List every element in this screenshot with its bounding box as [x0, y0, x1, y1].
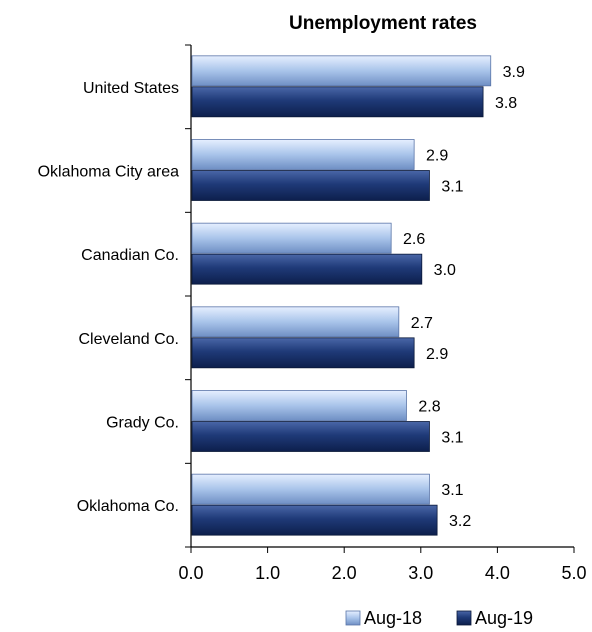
x-tick-label: 3.0: [408, 563, 433, 583]
bar-aug-19-5: [191, 421, 430, 452]
value-label: 3.1: [441, 430, 463, 447]
category-label: Canadian Co.: [81, 247, 179, 264]
bar-aug-19-2: [191, 170, 430, 201]
bar-aug-18-6: [191, 473, 430, 505]
value-label: 2.8: [418, 399, 440, 416]
value-label: 2.9: [426, 346, 448, 363]
bar-aug-19-1: [191, 86, 484, 118]
x-tick-label: 0.0: [178, 563, 203, 583]
legend: Aug-18 Aug-19: [345, 608, 533, 628]
category-label: United States: [83, 80, 179, 97]
category-label: Oklahoma Co.: [77, 498, 179, 515]
x-tick-label: 5.0: [561, 563, 586, 583]
bar-aug-18-4: [191, 306, 400, 338]
value-label: 3.1: [441, 179, 463, 196]
x-tick-label: 4.0: [485, 563, 510, 583]
category-label: Grady Co.: [106, 415, 179, 432]
plot-area: 0.0 1.0 2.0 3.0 4.0 5.0 United States 3.9 3.8 Okl…: [38, 44, 587, 583]
x-tick-label: 2.0: [332, 563, 357, 583]
legend-label: Aug-18: [364, 608, 422, 628]
value-label: 3.0: [434, 262, 456, 279]
x-tick-label: 1.0: [255, 563, 280, 583]
value-label: 3.1: [441, 482, 463, 499]
chart-title: Unemployment rates: [289, 13, 477, 34]
value-label: 3.9: [503, 64, 525, 81]
legend-swatch-aug-19: [456, 610, 472, 626]
bar-aug-19-3: [191, 253, 423, 285]
bar-aug-19-4: [191, 337, 415, 369]
value-label: 2.6: [403, 231, 425, 248]
bar-aug-18-3: [191, 222, 392, 254]
value-label: 2.9: [426, 148, 448, 165]
category-label: Oklahoma City area: [38, 164, 179, 181]
legend-swatch-aug-18: [345, 610, 361, 626]
bar-aug-19-6: [191, 504, 438, 536]
legend-label: Aug-19: [475, 608, 533, 628]
value-label: 2.7: [411, 315, 433, 332]
category-label: Cleveland Co.: [79, 331, 180, 348]
value-label: 3.8: [495, 95, 517, 112]
bar-aug-18-1: [191, 55, 492, 87]
bar-aug-18-2: [191, 139, 415, 170]
bar-aug-18-5: [191, 390, 407, 421]
value-label: 3.2: [449, 513, 471, 530]
